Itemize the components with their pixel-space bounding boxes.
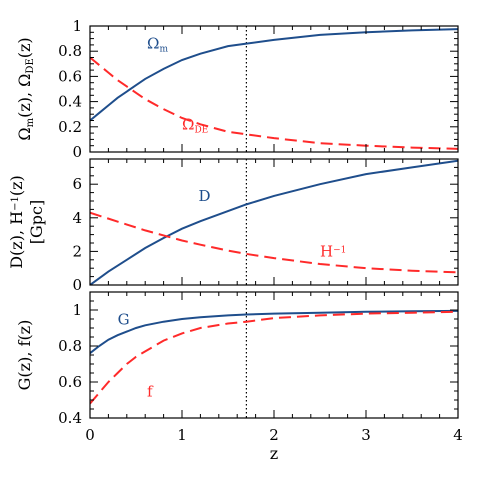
series-label: D — [199, 187, 211, 205]
series-label: f — [147, 382, 154, 400]
label-part: f — [147, 382, 154, 400]
series-line-f — [90, 310, 458, 405]
series-line-H−1 — [90, 211, 458, 274]
y-axis-label: Ωm(z), ΩDE(z) — [15, 37, 36, 140]
y-tick-label: 1 — [72, 17, 82, 35]
y-axis-label: D(z), H−1(z) — [7, 175, 26, 269]
label-part: −1 — [333, 246, 346, 256]
y-tick-label: 1 — [72, 301, 82, 319]
label-part: G — [118, 310, 130, 328]
series-label: H−1 — [320, 242, 346, 260]
label-part: H — [320, 242, 333, 260]
y-tick-label: 0.6 — [58, 67, 82, 85]
x-tick-label: 4 — [453, 426, 463, 444]
label-part: G(z), f(z) — [15, 320, 34, 391]
label-part: Ω — [182, 115, 194, 133]
x-axis-label: z — [270, 444, 278, 463]
label-part: (z) — [15, 37, 34, 58]
series-label: G — [118, 310, 130, 328]
y-axis-label-units: [Gpc] — [27, 200, 46, 244]
label-part: Ω — [147, 35, 159, 53]
y-tick-label: 0.4 — [58, 93, 82, 111]
label-part: (z) — [7, 175, 26, 196]
label-part: Ω — [15, 127, 34, 140]
y-tick-label: 6 — [72, 175, 82, 193]
series-line-Ωm — [90, 28, 458, 122]
y-tick-label: 0.8 — [58, 337, 82, 355]
label-part: DE — [194, 125, 208, 135]
y-tick-label: 0 — [72, 276, 82, 294]
y-tick-label: 0.4 — [58, 409, 82, 427]
series-line-ΩDE — [90, 56, 458, 150]
x-tick-label: 0 — [85, 426, 95, 444]
y-tick-label: 2 — [72, 242, 82, 260]
label-part: −1 — [10, 196, 21, 211]
y-tick-label: 0.6 — [58, 373, 82, 391]
series-line-G — [90, 309, 458, 354]
x-tick-label: 3 — [361, 426, 371, 444]
label-part: m — [25, 117, 36, 127]
y-axis-label: G(z), f(z) — [15, 320, 34, 391]
series-label: Ωm — [147, 35, 168, 55]
y-tick-label: 0.8 — [58, 42, 82, 60]
label-part: DE — [25, 58, 36, 73]
y-tick-label: 0 — [72, 143, 82, 161]
panel-3: Gf 0.4 0.6 0.8 1 G(z), f(z) — [15, 291, 459, 427]
label-part: D — [199, 187, 211, 205]
x-tick-label: 1 — [177, 426, 187, 444]
series-line-D — [90, 159, 458, 285]
panel-frame — [89, 158, 459, 286]
y-tick-label: 4 — [72, 209, 82, 227]
series-label: ΩDE — [182, 115, 208, 135]
y-tick-label: 0.2 — [58, 118, 82, 136]
x-tick-label: 2 — [269, 426, 279, 444]
label-part: (z), Ω — [15, 74, 34, 118]
panel-frame — [89, 25, 459, 153]
label-part: m — [159, 45, 168, 55]
label-part: D(z), H — [7, 211, 26, 269]
